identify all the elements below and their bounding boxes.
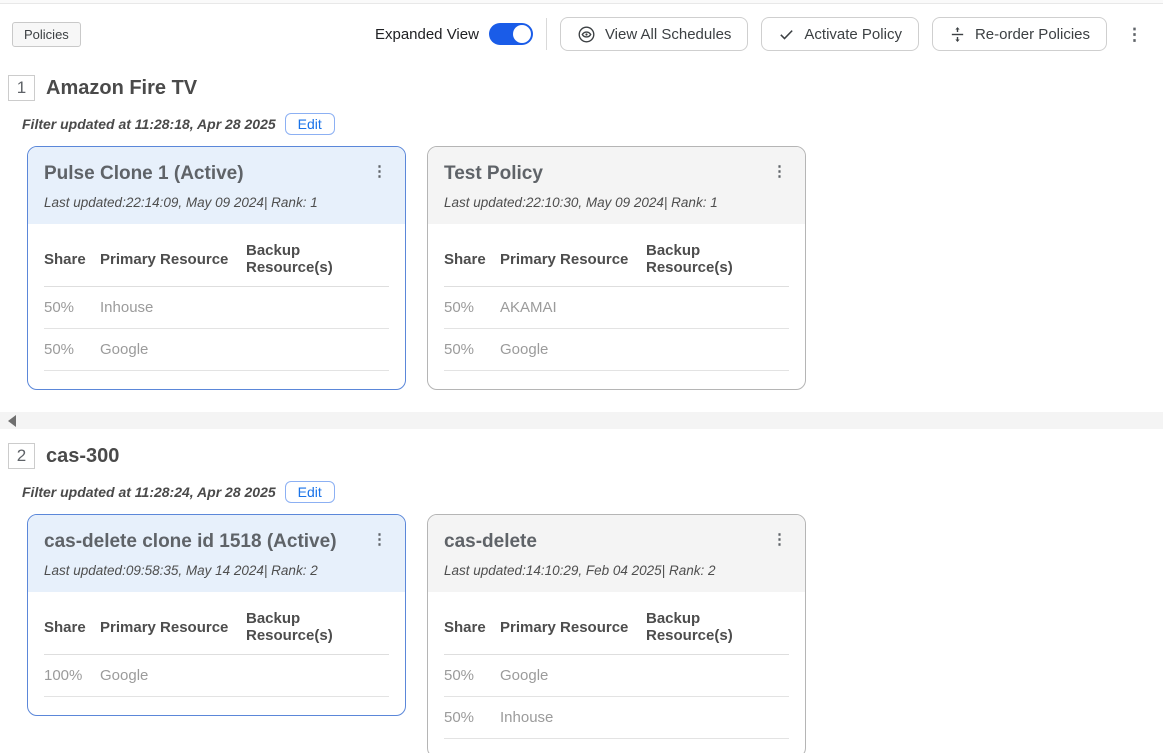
col-header-backup: Backup Resource(s) (646, 230, 789, 287)
table-row: 50% Google (44, 328, 389, 371)
cell-primary: Inhouse (500, 696, 646, 739)
eye-icon (577, 25, 596, 44)
expanded-view-label: Expanded View (374, 25, 479, 43)
table-row: 50% Google (444, 654, 789, 697)
policies-chip[interactable]: Policies (12, 21, 81, 47)
section-rank-badge: 1 (8, 75, 35, 101)
cell-share: 50% (44, 286, 100, 329)
cell-backup (646, 696, 789, 739)
policy-card: Pulse Clone 1 (Active) ⋮ Last updated:22… (27, 146, 406, 390)
resource-table: Share Primary Resource Backup Resource(s… (444, 598, 789, 739)
col-header-backup: Backup Resource(s) (246, 230, 389, 287)
table-row: 50% Inhouse (44, 286, 389, 329)
cell-primary: Google (500, 328, 646, 371)
toggle-knob (512, 25, 531, 43)
policy-card-meta: Last updated:14:10:29, Feb 04 2025| Rank… (444, 563, 716, 578)
policy-card-header: Pulse Clone 1 (Active) ⋮ Last updated:22… (28, 147, 405, 224)
kebab-menu-icon[interactable]: ⋮ (372, 531, 387, 548)
policy-card-title: cas-delete clone id 1518 (Active) (44, 531, 337, 552)
table-row: 50% Google (444, 328, 789, 371)
cell-primary: Google (100, 654, 246, 697)
cell-share: 100% (44, 654, 100, 697)
col-header-share: Share (44, 598, 100, 655)
activate-policy-button[interactable]: Activate Policy (761, 17, 919, 51)
table-row: 50% Inhouse (444, 696, 789, 739)
collapse-left-arrow-icon[interactable] (8, 414, 16, 427)
cell-backup (246, 328, 389, 371)
cell-share: 50% (444, 328, 500, 371)
col-header-primary: Primary Resource (500, 598, 646, 655)
expanded-view-group: Expanded View (375, 23, 533, 45)
col-header-share: Share (44, 230, 100, 287)
policy-card-header: cas-delete ⋮ Last updated:14:10:29, Feb … (428, 515, 805, 592)
table-row: 100% Google (44, 654, 389, 697)
col-header-primary: Primary Resource (100, 230, 246, 287)
check-icon (778, 26, 795, 43)
cell-share: 50% (444, 654, 500, 697)
cell-primary: AKAMAI (500, 286, 646, 329)
toolbar: Policies Expanded View View All Schedule… (0, 4, 1163, 61)
resource-table: Share Primary Resource Backup Resource(s… (444, 230, 789, 371)
cell-backup (246, 286, 389, 329)
kebab-menu-icon[interactable]: ⋮ (772, 531, 787, 548)
policy-card-title: Test Policy (444, 163, 543, 184)
policy-group-section-2: 2 cas-300 Filter updated at 11:28:24, Ap… (8, 443, 1163, 753)
filter-updated-text: Filter updated at 11:28:24, Apr 28 2025 (22, 484, 276, 500)
col-header-primary: Primary Resource (100, 598, 246, 655)
policy-group-section-1: 1 Amazon Fire TV Filter updated at 11:28… (8, 75, 1163, 390)
section-title: cas-300 (46, 444, 120, 467)
policy-card-meta: Last updated:22:14:09, May 09 2024| Rank… (44, 195, 318, 210)
view-all-schedules-label: View All Schedules (604, 25, 732, 43)
section-title: Amazon Fire TV (46, 76, 198, 99)
policy-card-title: Pulse Clone 1 (Active) (44, 163, 244, 184)
cell-primary: Google (500, 654, 646, 697)
resource-table: Share Primary Resource Backup Resource(s… (44, 230, 389, 371)
toolbar-separator (545, 18, 547, 50)
kebab-menu-icon[interactable]: ⋮ (1126, 24, 1143, 44)
reorder-swap-icon (949, 26, 966, 43)
policy-card: cas-delete clone id 1518 (Active) ⋮ Last… (27, 514, 406, 716)
section-rank-badge: 2 (8, 443, 35, 469)
cell-backup (646, 654, 789, 697)
policy-card-header: Test Policy ⋮ Last updated:22:10:30, May… (428, 147, 805, 224)
cell-primary: Google (100, 328, 246, 371)
policy-card-header: cas-delete clone id 1518 (Active) ⋮ Last… (28, 515, 405, 592)
policy-card-title: cas-delete (444, 531, 537, 552)
cell-backup (646, 286, 789, 329)
kebab-menu-icon[interactable]: ⋮ (372, 163, 387, 180)
col-header-primary: Primary Resource (500, 230, 646, 287)
cell-backup (646, 328, 789, 371)
col-header-share: Share (444, 230, 500, 287)
policy-card: Test Policy ⋮ Last updated:22:10:30, May… (427, 146, 806, 390)
col-header-backup: Backup Resource(s) (246, 598, 389, 655)
cell-share: 50% (444, 286, 500, 329)
toolbar-right-group: Expanded View View All Schedules (375, 17, 1149, 51)
policy-card-meta: Last updated:09:58:35, May 14 2024| Rank… (44, 563, 318, 578)
edit-filter-button[interactable]: Edit (284, 113, 335, 135)
filter-updated-text: Filter updated at 11:28:18, Apr 28 2025 (22, 116, 276, 132)
col-header-share: Share (444, 598, 500, 655)
expanded-view-toggle[interactable] (488, 23, 533, 45)
activate-policy-label: Activate Policy (804, 25, 902, 43)
resource-table: Share Primary Resource Backup Resource(s… (44, 598, 389, 697)
table-row: 50% AKAMAI (444, 286, 789, 329)
cell-primary: Inhouse (100, 286, 246, 329)
top-strip (0, 0, 1163, 4)
view-all-schedules-button[interactable]: View All Schedules (559, 17, 749, 51)
reorder-policies-label: Re-order Policies (974, 25, 1090, 43)
cell-share: 50% (444, 696, 500, 739)
cell-backup (246, 654, 389, 697)
kebab-menu-icon[interactable]: ⋮ (772, 163, 787, 180)
reorder-policies-button[interactable]: Re-order Policies (931, 17, 1107, 51)
cell-share: 50% (44, 328, 100, 371)
col-header-backup: Backup Resource(s) (646, 598, 789, 655)
section-divider (0, 412, 1163, 429)
edit-filter-button[interactable]: Edit (284, 481, 335, 503)
policy-card-meta: Last updated:22:10:30, May 09 2024| Rank… (444, 195, 718, 210)
policy-card: cas-delete ⋮ Last updated:14:10:29, Feb … (427, 514, 806, 753)
